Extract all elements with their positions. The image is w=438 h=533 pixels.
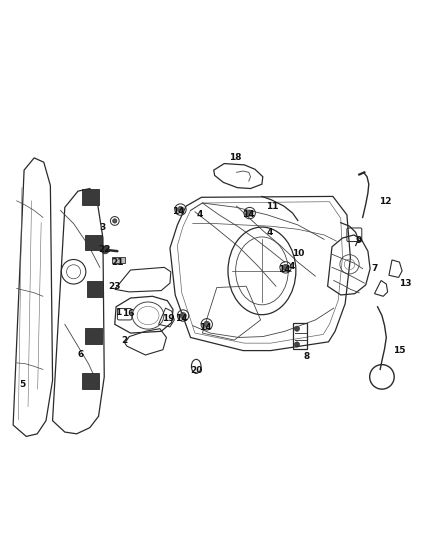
- Text: 9: 9: [356, 236, 362, 245]
- Text: 14: 14: [199, 324, 211, 332]
- Circle shape: [113, 219, 117, 223]
- Text: 12: 12: [379, 197, 392, 206]
- Bar: [87, 281, 103, 297]
- Text: 22: 22: [98, 245, 110, 254]
- Bar: [82, 189, 99, 205]
- Text: 20: 20: [190, 366, 202, 375]
- Text: 15: 15: [393, 346, 406, 355]
- Text: 21: 21: [111, 257, 124, 266]
- Circle shape: [283, 264, 289, 270]
- Text: 4: 4: [288, 262, 294, 271]
- Circle shape: [180, 312, 186, 319]
- Bar: [82, 374, 99, 389]
- Text: 6: 6: [78, 350, 84, 359]
- Text: 11: 11: [266, 201, 279, 211]
- Text: 7: 7: [371, 264, 378, 273]
- Text: 23: 23: [109, 282, 121, 290]
- Text: 16: 16: [122, 309, 134, 318]
- Bar: [112, 257, 125, 263]
- Text: 19: 19: [162, 314, 175, 322]
- Circle shape: [294, 342, 300, 347]
- Text: 14: 14: [279, 265, 291, 274]
- Circle shape: [101, 246, 109, 254]
- Text: 2: 2: [122, 336, 128, 345]
- Bar: [85, 328, 102, 344]
- Text: 1: 1: [115, 308, 121, 317]
- Circle shape: [294, 326, 300, 332]
- Text: 18: 18: [230, 154, 242, 163]
- Text: 4: 4: [266, 228, 272, 237]
- Circle shape: [204, 321, 210, 327]
- Text: 5: 5: [19, 380, 25, 389]
- Text: 14: 14: [176, 314, 188, 322]
- Text: 4: 4: [196, 211, 202, 219]
- Bar: [293, 324, 307, 349]
- Text: 10: 10: [292, 249, 304, 258]
- Circle shape: [247, 210, 253, 216]
- Text: 8: 8: [304, 352, 310, 361]
- Circle shape: [177, 206, 184, 213]
- Text: 13: 13: [399, 279, 411, 288]
- Bar: [85, 235, 102, 251]
- Text: 14: 14: [173, 207, 185, 216]
- Text: 14: 14: [243, 211, 255, 219]
- Text: 3: 3: [100, 223, 106, 231]
